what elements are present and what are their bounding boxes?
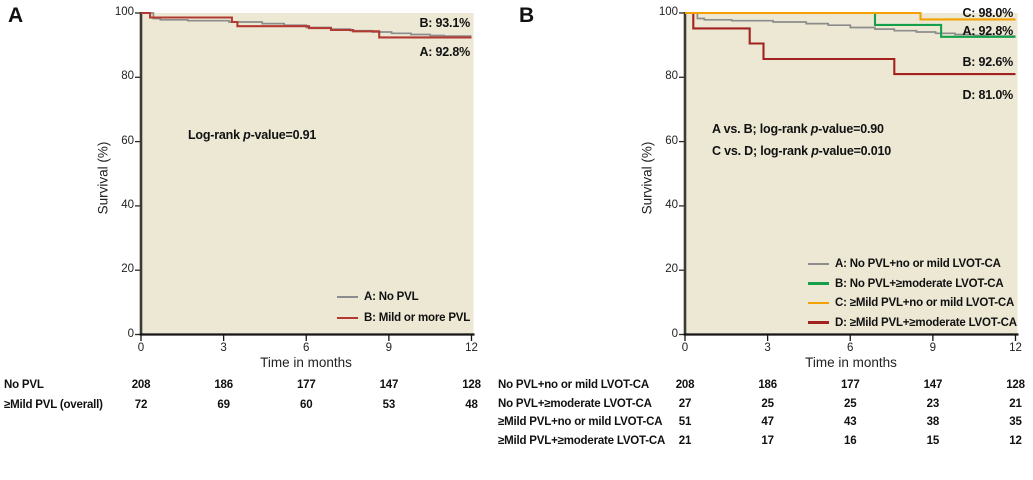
panel-b-legend-item: D: ≥Mild PVL+≥moderate LVOT-CA (808, 316, 1017, 330)
panel-a-risk-row-label: ≥Mild PVL (overall) (4, 399, 103, 411)
panel-b-logrank-text: A vs. B; log-rank p-value=0.90 (712, 122, 884, 136)
legend-line-swatch (337, 295, 358, 299)
panel-a-risk-count: 177 (296, 379, 316, 391)
legend-label: B: Mild or more PVL (364, 312, 471, 324)
panel-b-y-tick-label: 100 (658, 6, 678, 18)
panel-b-curve-end-label: A: 92.8% (962, 24, 1013, 38)
panel-a-y-tick-label: 40 (121, 198, 134, 211)
panel-b-x-tick-label: 12 (1009, 342, 1022, 354)
panel-b-risk-row-label: No PVL+no or mild LVOT-CA (498, 379, 649, 391)
legend-label: A: No PVL (364, 291, 419, 303)
legend-label: A: No PVL+no or mild LVOT-CA (835, 258, 1001, 270)
panel-b-risk-count: 16 (844, 434, 857, 447)
panel-a-risk-count: 186 (214, 379, 233, 391)
panel-a-survival-curve-2 (141, 11, 472, 39)
panel-a-x-tick-label: 12 (465, 342, 478, 354)
panel-a-risk-count: 72 (134, 399, 148, 411)
panel-b-risk-count: 21 (1009, 397, 1022, 410)
panel-b-x-tick-label: 6 (847, 342, 854, 354)
panel-b-risk-row-label: ≥Mild PVL+≥moderate LVOT-CA (498, 434, 666, 447)
panel-b-x-tick-label: 3 (764, 342, 771, 354)
panel-b-survival-curve-4 (685, 11, 1016, 76)
panel-a-plot-area (141, 13, 474, 335)
legend-label: D: ≥Mild PVL+≥moderate LVOT-CA (835, 316, 1017, 329)
panel-a-y-tick-label: 20 (121, 263, 134, 276)
panel-b-risk-count: 177 (840, 379, 860, 391)
panel-b-x-tick-label: 9 (929, 342, 937, 354)
panel-b-risk-row-label: No PVL+≥moderate LVOT-CA (498, 397, 652, 410)
panel-a-risk-count: 48 (465, 399, 478, 411)
panel-b-risk-row-label: ≥Mild PVL+no or mild LVOT-CA (498, 416, 663, 428)
panel-a-x-axis-title: Time in months (260, 355, 352, 370)
panel-b-x-axis-title: Time in months (805, 355, 897, 370)
panel-a-curve-end-label: B: 93.1% (419, 16, 470, 30)
panel-b-curve-end-label: C: 98.0% (962, 6, 1013, 20)
panel-a-risk-count: 128 (462, 379, 481, 391)
legend-line-swatch (808, 321, 829, 324)
legend-line-swatch (808, 301, 829, 305)
panel-b-logrank-text: C vs. D; log-rank p-value=0.010 (712, 144, 891, 158)
legend-line-swatch (808, 282, 829, 285)
legend-line-swatch (337, 316, 358, 320)
panel-a-risk-count: 53 (382, 399, 396, 411)
panel-b-y-tick-label: 40 (665, 198, 678, 211)
panel-b-y-tick-label: 60 (665, 134, 678, 147)
panel-b-risk-count: 38 (926, 416, 940, 428)
panel-b-risk-count: 23 (926, 397, 940, 410)
panel-a-x-tick-label: 6 (303, 342, 310, 354)
panel-a-letter: A (8, 4, 24, 27)
legend-label: B: No PVL+≥moderate LVOT-CA (835, 277, 1004, 290)
panel-a-x-tick-label: 3 (220, 342, 227, 354)
panel-a-logrank-text: Log-rank p-value=0.91 (188, 128, 317, 142)
panel-a-risk-count: 208 (131, 379, 151, 391)
panel-a-curve-end-label: A: 92.8% (419, 45, 470, 59)
panel-b-risk-count: 15 (926, 434, 940, 447)
panel-a-y-tick-label: 0 (127, 327, 134, 340)
panel-a-risk-count: 147 (379, 379, 399, 391)
panel-b-risk-count: 147 (923, 379, 943, 391)
panel-b-y-tick-label: 20 (665, 263, 678, 276)
panel-a-legend-item: B: Mild or more PVL (337, 311, 470, 325)
panel-b-x-tick-label: 0 (681, 342, 689, 354)
panel-b-risk-count: 35 (1009, 416, 1022, 428)
panel-a-y-tick-label: 60 (121, 134, 134, 147)
panel-b-risk-count: 25 (844, 397, 857, 410)
panel-b-legend-item: A: No PVL+no or mild LVOT-CA (808, 257, 1001, 271)
panel-b-risk-count: 51 (678, 416, 692, 428)
panel-b-survival-curve-1 (685, 12, 1016, 37)
panel-a-risk-count: 69 (217, 399, 230, 411)
legend-line-swatch (808, 262, 829, 266)
panel-b-risk-count: 21 (678, 434, 692, 447)
legend-label: C: ≥Mild PVL+no or mild LVOT-CA (835, 297, 1015, 309)
panel-b-curve-end-label: B: 92.6% (962, 55, 1013, 69)
panel-b-legend-item: B: No PVL+≥moderate LVOT-CA (808, 277, 1004, 291)
panel-a-risk-count: 60 (300, 399, 313, 411)
panel-b-plot-area (685, 13, 1018, 335)
panel-b-risk-count: 128 (1006, 379, 1025, 391)
panel-b-survival-curve-3 (685, 11, 1016, 21)
panel-a-y-tick-label: 80 (121, 70, 134, 83)
panel-b-legend-item: C: ≥Mild PVL+no or mild LVOT-CA (808, 296, 1014, 310)
panel-a-legend-item: A: No PVL (337, 290, 419, 304)
panel-a-y-tick-label: 100 (114, 6, 134, 18)
panel-b-y-tick-label: 80 (665, 70, 678, 83)
panel-b-risk-count: 27 (678, 397, 692, 410)
panel-a-x-tick-label: 9 (385, 342, 393, 354)
panel-b-risk-count: 17 (761, 434, 774, 447)
panel-b-risk-count: 208 (675, 379, 695, 391)
panel-b-curve-end-label: D: 81.0% (962, 88, 1013, 102)
panel-b-y-tick-label: 0 (671, 327, 678, 340)
panel-b-letter: B (519, 4, 535, 27)
panel-a-x-tick-label: 0 (137, 342, 145, 354)
panel-b-risk-count: 12 (1009, 434, 1022, 447)
panel-b-risk-count: 186 (758, 379, 777, 391)
panel-b-risk-count: 47 (761, 416, 774, 428)
panel-b-risk-count: 25 (761, 397, 774, 410)
panel-b-risk-count: 43 (844, 416, 857, 428)
panel-a-risk-row-label: No PVL (4, 379, 44, 391)
